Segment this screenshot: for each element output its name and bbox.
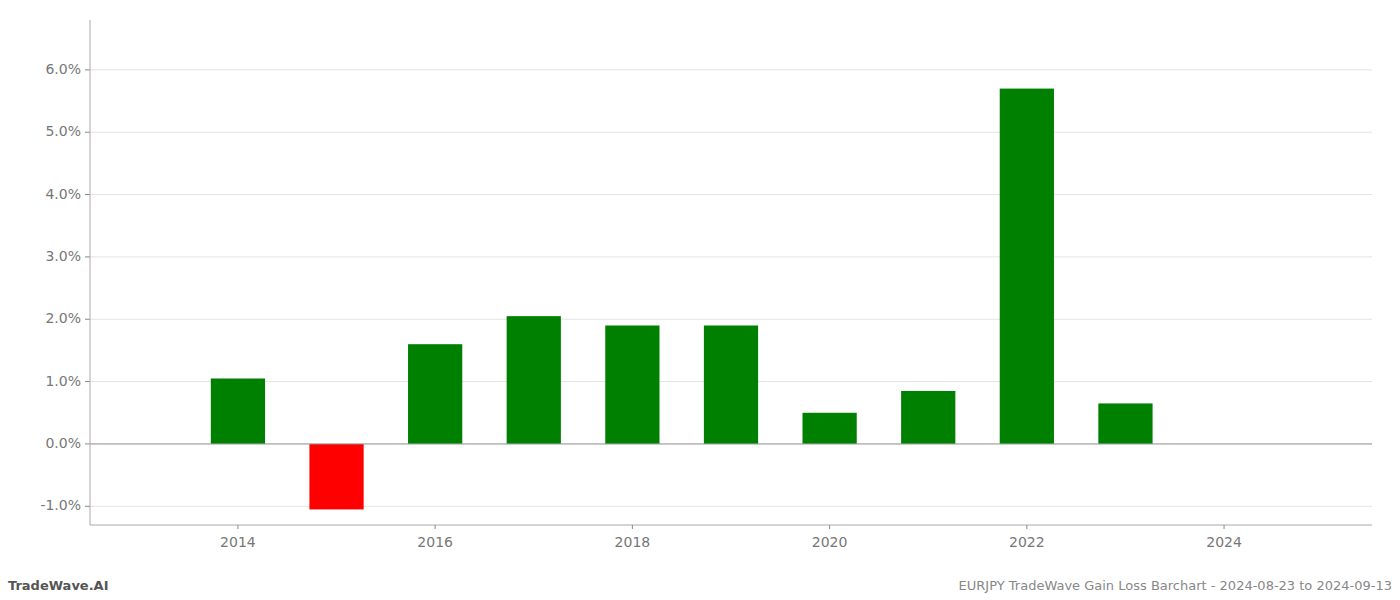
grid-line <box>90 506 1372 507</box>
x-tick <box>237 525 238 529</box>
y-tick-label: 0.0% <box>45 435 81 451</box>
y-tick-label: 3.0% <box>45 248 81 264</box>
y-tick <box>85 506 90 507</box>
bar <box>901 391 955 444</box>
y-tick <box>85 194 90 195</box>
bar <box>1000 89 1054 444</box>
bar <box>802 413 856 444</box>
x-tick <box>829 525 830 529</box>
x-tick-label: 2014 <box>220 534 256 550</box>
x-tick <box>1224 525 1225 529</box>
x-axis-line <box>90 525 1372 526</box>
y-tick-label: 6.0% <box>45 61 81 77</box>
grid-line <box>90 132 1372 133</box>
bar <box>408 344 462 444</box>
bars <box>211 89 1153 510</box>
grid-line <box>90 256 1372 257</box>
bar <box>309 444 363 509</box>
y-axis: -1.0% 0.0% 1.0% 2.0% 3.0% 4.0% 5.0% 6.0% <box>40 61 90 513</box>
x-tick-label: 2020 <box>812 534 848 550</box>
grid-line <box>90 443 1372 444</box>
x-tick-label: 2018 <box>615 534 651 550</box>
y-axis-line <box>90 20 91 525</box>
y-tick <box>85 443 90 444</box>
y-tick <box>85 69 90 70</box>
grid-line <box>90 69 1372 70</box>
x-tick <box>1026 525 1027 529</box>
y-tick-label: -1.0% <box>40 497 81 513</box>
background <box>0 0 1400 600</box>
y-tick <box>85 256 90 257</box>
chart: -1.0%0.0%1.0%2.0%3.0%4.0%5.0%6.0%2014201… <box>0 0 1400 600</box>
footer-left: TradeWave.AI <box>8 578 109 593</box>
grid-line <box>90 319 1372 320</box>
bar <box>211 378 265 443</box>
x-tick-label: 2022 <box>1009 534 1045 550</box>
y-tick-label: 5.0% <box>45 123 81 139</box>
x-tick <box>435 525 436 529</box>
bar <box>1098 403 1152 444</box>
y-tick <box>85 319 90 320</box>
y-tick-label: 4.0% <box>45 186 81 202</box>
x-axis: 2014 2016 2018 2020 2022 2024 <box>220 525 1242 550</box>
bar <box>507 316 561 444</box>
grid <box>90 70 1372 506</box>
y-tick <box>85 132 90 133</box>
y-tick-label: 2.0% <box>45 310 81 326</box>
grid-line <box>90 194 1372 195</box>
x-tick-label: 2016 <box>417 534 453 550</box>
bar <box>704 325 758 443</box>
footer-right: EURJPY TradeWave Gain Loss Barchart - 20… <box>959 578 1392 593</box>
y-tick-label: 1.0% <box>45 373 81 389</box>
zero-line <box>90 443 1372 444</box>
y-tick <box>85 381 90 382</box>
x-tick-label: 2024 <box>1206 534 1242 550</box>
x-tick <box>632 525 633 529</box>
bar <box>605 325 659 443</box>
